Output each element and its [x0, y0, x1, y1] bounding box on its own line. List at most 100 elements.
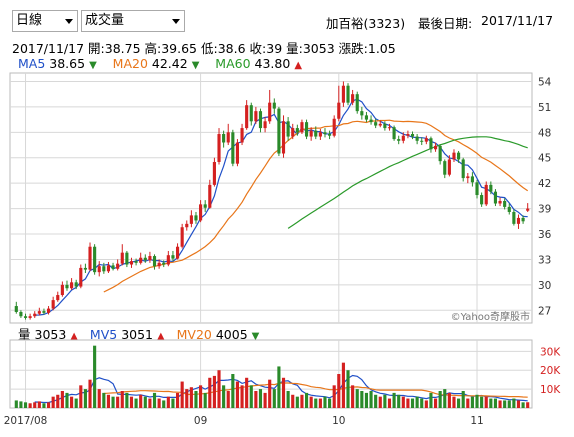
indicator-select-value: 成交量: [85, 13, 125, 28]
stock-name: 加百裕(3323): [326, 16, 406, 31]
volume-bar: [503, 400, 507, 408]
volume-bar: [240, 385, 244, 408]
volume-bar: [507, 400, 511, 408]
volume-bar: [461, 391, 465, 408]
volume-bar: [180, 381, 184, 408]
volume-bar: [120, 391, 124, 408]
mv20-value: 4005: [215, 327, 248, 342]
candle-body: [97, 266, 101, 273]
volume-bar: [226, 391, 230, 408]
mv5-label: MV5: [89, 327, 118, 342]
volume-bar: [157, 398, 161, 408]
volume-bar: [438, 391, 442, 408]
candle-body: [512, 211, 516, 224]
up-arrow-icon: ▲: [294, 60, 303, 71]
candle-body: [452, 152, 456, 160]
candle-body: [245, 105, 249, 129]
candle-body: [189, 215, 193, 224]
candle-body: [503, 200, 507, 207]
volume-bar: [457, 398, 461, 408]
candle-body: [493, 191, 498, 204]
volume-bars: [14, 345, 530, 408]
last-date-label: 最後日期:: [418, 16, 473, 31]
volume-bar: [328, 398, 332, 408]
volume-bar: [194, 391, 198, 408]
candle-body: [424, 138, 428, 142]
candle-body: [457, 152, 461, 160]
candle-body: [263, 121, 267, 129]
volume-bar: [429, 392, 433, 408]
candle-body: [125, 252, 129, 265]
volume-bar: [152, 392, 157, 408]
candle-body: [129, 261, 134, 265]
indicator-select[interactable]: 成交量: [81, 10, 185, 32]
volume-tick-label: 30K: [540, 346, 561, 358]
volume-bar: [318, 398, 322, 408]
volume-bar: [56, 394, 60, 408]
candle-body: [217, 134, 221, 162]
candle-body: [134, 261, 138, 263]
volume-bar: [254, 391, 258, 408]
candle-body: [222, 134, 226, 143]
volume-bar: [28, 403, 32, 408]
volume-bar: [475, 394, 479, 408]
candle-body: [46, 308, 51, 313]
mv20-legend: MV20 4005 ▼: [177, 327, 260, 342]
volume-bar: [212, 375, 216, 408]
mv20-label: MV20: [176, 327, 212, 342]
volume-bar: [23, 402, 28, 408]
volume-bar: [484, 396, 488, 408]
mv20-line: [103, 382, 528, 398]
candle-body: [143, 257, 147, 261]
volume-bar: [235, 381, 240, 408]
volume-bar: [60, 391, 64, 408]
candle-body: [42, 311, 46, 313]
volume-bar: [19, 401, 23, 408]
ma20-value: 42.42: [151, 56, 188, 71]
period-select[interactable]: 日線: [12, 10, 78, 32]
ohlc-close: 收:39: [249, 41, 283, 56]
volume-bar: [406, 398, 410, 408]
candle-body: [470, 176, 474, 183]
candle-body: [157, 262, 161, 267]
candle-body: [272, 102, 276, 109]
ma60-value: 43.80: [254, 56, 291, 71]
volume-bar: [51, 396, 55, 408]
volume-bar: [97, 389, 101, 408]
volume-bar: [111, 396, 115, 408]
candle-body: [56, 295, 60, 301]
price-tick-label: 45: [538, 153, 551, 165]
volume-bar: [346, 370, 350, 408]
volume-bar: [231, 374, 235, 408]
volume-bar: [526, 402, 530, 408]
candle-body: [83, 267, 87, 270]
candle-body: [199, 204, 203, 221]
candle-body: [111, 265, 115, 269]
price-tick-label: 36: [538, 229, 552, 241]
candle-body: [120, 252, 124, 264]
candle-body: [337, 102, 341, 119]
volume-bar: [480, 396, 484, 408]
volume-bar: [166, 396, 170, 408]
candle-body: [203, 204, 207, 208]
candle-body: [480, 195, 484, 205]
candle-body: [318, 132, 322, 137]
volume-bar: [383, 394, 387, 408]
volume-bar: [447, 392, 451, 408]
candle-body: [498, 200, 502, 204]
volume-tick-label: 20K: [540, 365, 561, 377]
ma60-line: [287, 136, 528, 229]
volume-bar: [364, 392, 369, 408]
volume-bar: [466, 398, 470, 408]
volume-bar: [14, 400, 18, 408]
volume-bar: [249, 385, 253, 408]
volume-bar: [185, 389, 189, 408]
price-tick-label: 54: [538, 76, 552, 88]
volume-bar: [245, 377, 249, 408]
candle-body: [166, 255, 170, 265]
volume-bar: [268, 379, 272, 408]
volume-bar: [46, 402, 51, 408]
last-date: 2017/11/17: [481, 13, 554, 28]
volume-bar: [433, 398, 438, 408]
